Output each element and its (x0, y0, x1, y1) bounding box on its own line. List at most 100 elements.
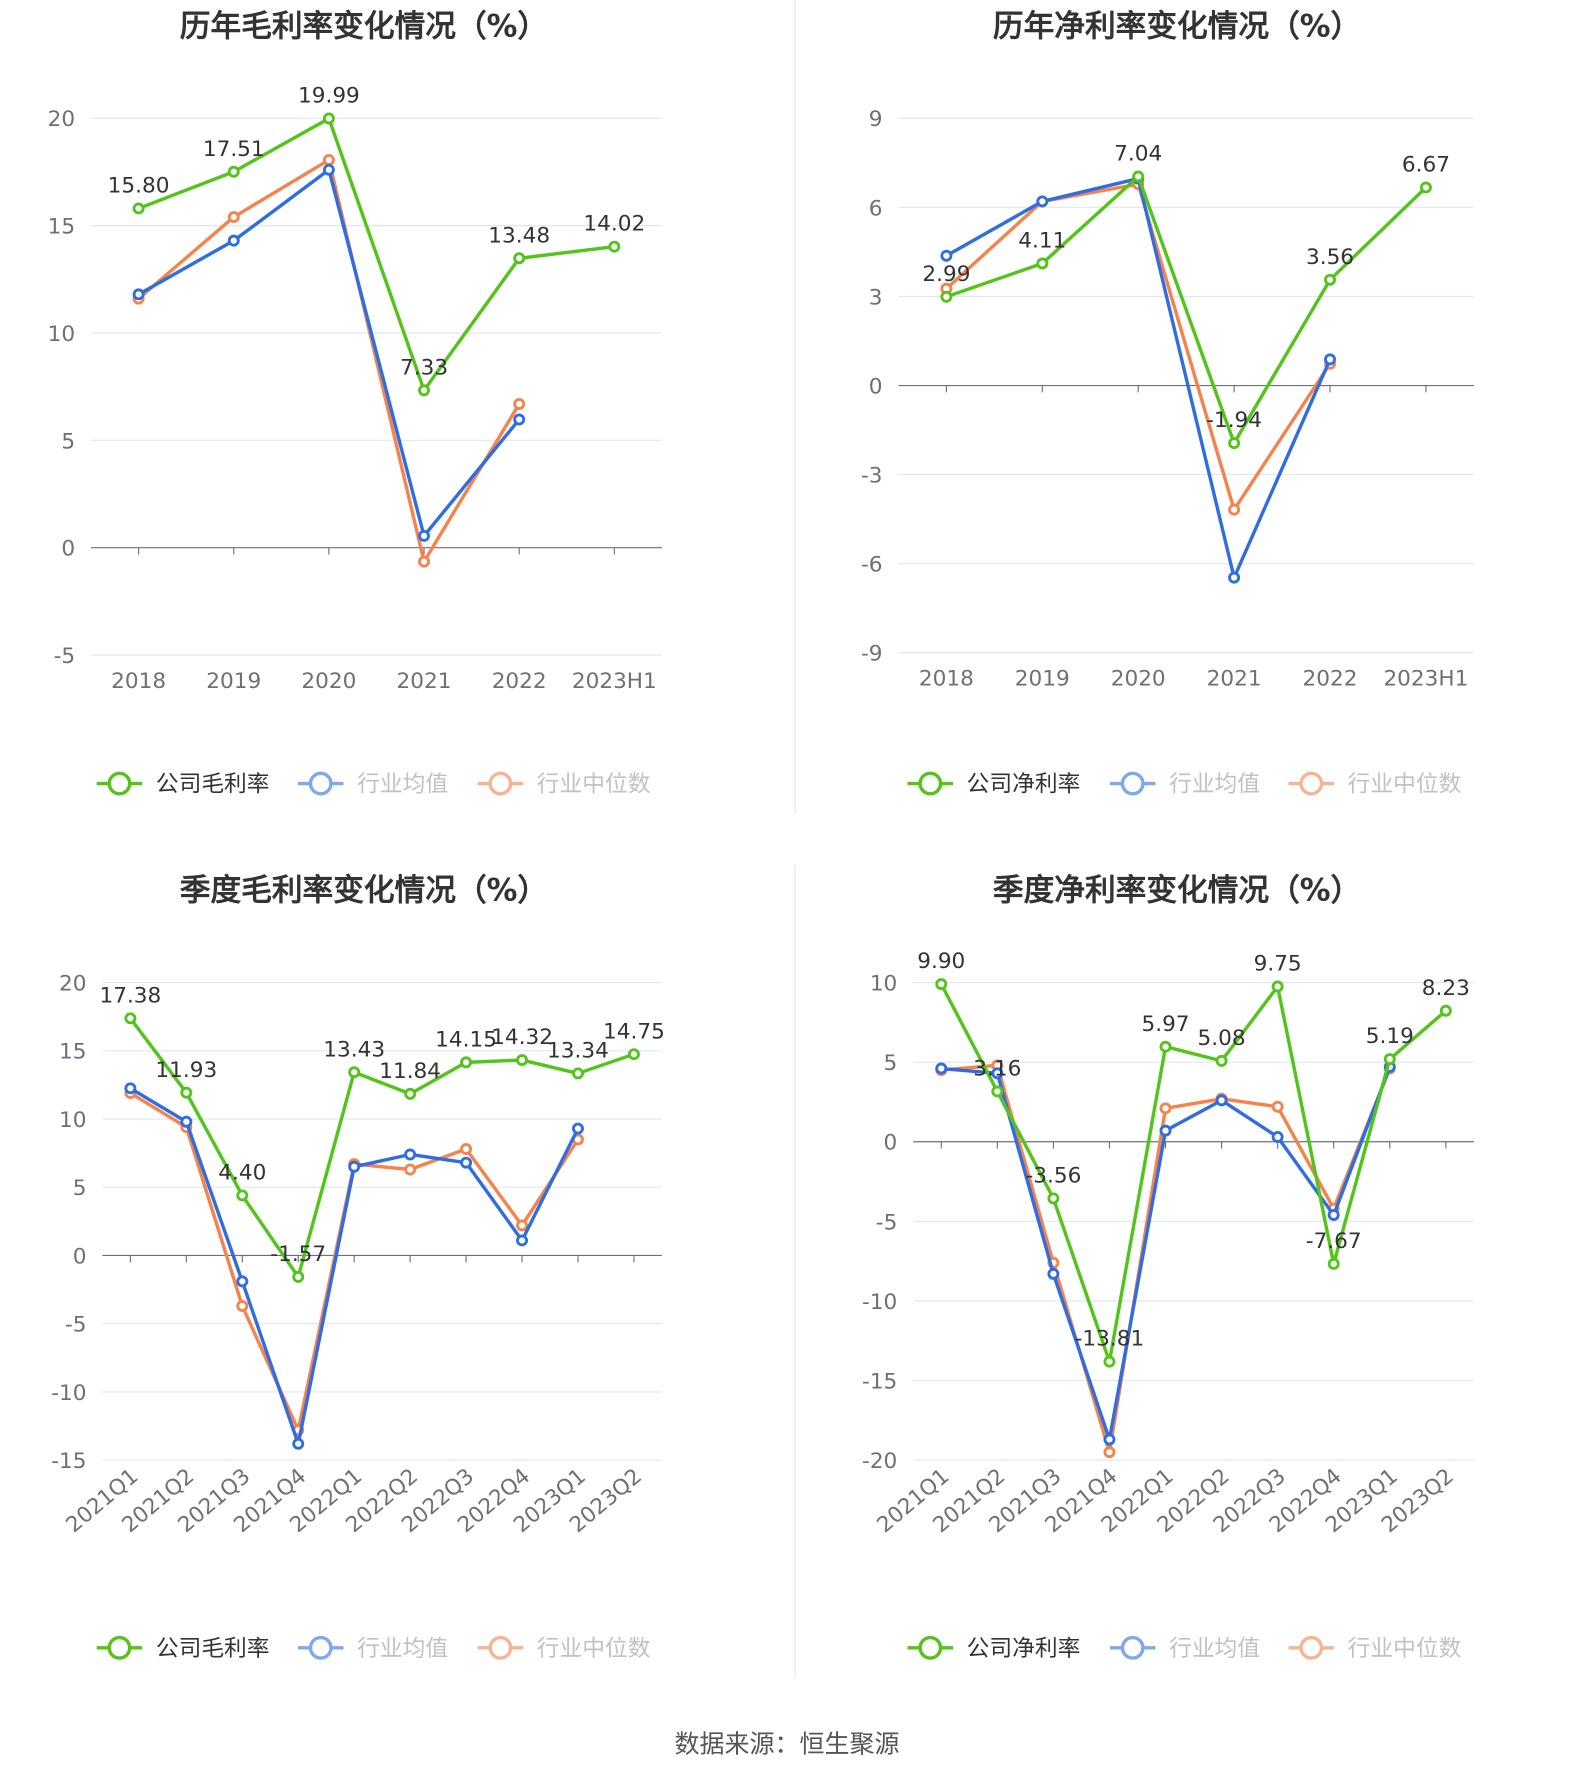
legend-label: 公司净利率 (967, 1636, 1081, 1662)
legend-item-company[interactable]: 公司净利率 (907, 771, 1081, 797)
data-point-company (227, 165, 240, 178)
legend-item-median[interactable]: 行业中位数 (1288, 1636, 1462, 1662)
legend-item-avg[interactable]: 行业均值 (298, 771, 448, 797)
y-tick-label: -10 (51, 1381, 86, 1406)
data-point-median (1159, 1102, 1172, 1115)
data-point-avg (516, 1234, 529, 1247)
chart-title: 季度毛利率变化情况（%） (180, 873, 548, 909)
data-point-avg (572, 1122, 584, 1135)
data-point-company (1159, 1040, 1172, 1053)
legend-item-median[interactable]: 行业中位数 (1288, 771, 1462, 797)
data-point-avg (227, 234, 240, 247)
legend-item-median[interactable]: 行业中位数 (477, 1636, 651, 1662)
data-point-avg (1036, 195, 1049, 208)
data-point-avg (418, 529, 431, 542)
data-point-company (1103, 1355, 1116, 1368)
legend-circle-icon (308, 1635, 333, 1660)
y-tick-label: 5 (884, 1051, 898, 1076)
data-label: 17.38 (99, 983, 161, 1008)
data-point-avg (1228, 571, 1241, 584)
x-tick-label: 2019 (1015, 667, 1070, 692)
y-tick-label: 15 (59, 1040, 86, 1065)
data-point-company (236, 1189, 249, 1202)
y-tick-label: -5 (65, 1313, 87, 1338)
data-point-avg (132, 288, 145, 301)
y-tick-label: 0 (869, 374, 883, 399)
data-point-company (991, 1085, 1004, 1098)
data-point-median (418, 555, 431, 568)
data-point-avg (1103, 1433, 1116, 1446)
data-point-company (1324, 273, 1336, 286)
legend-label: 行业均值 (357, 1636, 448, 1662)
legend-label: 行业中位数 (537, 1636, 651, 1662)
legend-item-avg[interactable]: 行业均值 (1109, 771, 1260, 797)
series-line-company (939, 983, 1447, 1364)
data-label: 8.23 (1422, 976, 1470, 1001)
legend-item-median[interactable]: 行业中位数 (477, 771, 651, 797)
data-point-company (627, 1048, 640, 1061)
series-line-median (945, 182, 1332, 512)
data-point-median (460, 1143, 473, 1156)
data-point-company (322, 112, 335, 125)
legend-circle-icon (107, 771, 132, 796)
data-point-company (460, 1056, 473, 1069)
x-tick-label: 2020 (1111, 667, 1166, 692)
y-tick-label: -3 (861, 464, 883, 489)
data-label: 14.75 (603, 1019, 665, 1044)
x-tick-label: 2021 (1207, 667, 1262, 692)
data-point-avg (1271, 1131, 1284, 1143)
data-label: 3.56 (1306, 245, 1354, 270)
legend-circle-icon (918, 1635, 943, 1660)
data-label: 14.15 (435, 1027, 497, 1052)
series-line-company (129, 1017, 635, 1279)
data-point-avg (180, 1115, 193, 1128)
data-label: 3.16 (973, 1057, 1021, 1082)
data-point-company (180, 1086, 193, 1099)
data-point-company (348, 1066, 361, 1079)
data-point-avg (1159, 1124, 1172, 1137)
data-point-median (516, 1219, 529, 1232)
y-tick-label: -9 (861, 642, 883, 667)
legend-item-avg[interactable]: 行业均值 (298, 1636, 448, 1662)
data-label: -1.57 (270, 1242, 326, 1267)
data-point-median (227, 211, 240, 224)
data-label: 13.43 (323, 1037, 385, 1062)
data-point-avg (1324, 353, 1336, 366)
data-point-company (418, 384, 431, 397)
data-point-company (572, 1067, 584, 1080)
data-point-avg (404, 1148, 417, 1161)
data-point-avg (236, 1275, 249, 1288)
legend-item-company[interactable]: 公司毛利率 (96, 1636, 270, 1662)
y-tick-label: -15 (51, 1449, 86, 1474)
data-label: 7.04 (1114, 142, 1162, 167)
y-tick-label: 20 (59, 972, 86, 997)
data-label: 13.48 (488, 223, 550, 248)
data-label: 14.02 (583, 212, 645, 237)
y-tick-label: 3 (869, 285, 883, 310)
data-label: 11.93 (155, 1058, 217, 1083)
data-point-company (1215, 1054, 1228, 1067)
data-point-median (404, 1163, 417, 1176)
data-label: 11.84 (379, 1059, 441, 1084)
data-point-company (940, 290, 953, 303)
data-label: 9.90 (917, 949, 965, 974)
data-label: 5.19 (1366, 1024, 1414, 1049)
data-point-avg (991, 1067, 1004, 1080)
chart-title: 历年毛利率变化情况（%） (180, 8, 548, 44)
data-point-avg (1047, 1267, 1060, 1280)
chart-4: 季度净利率变化情况（%）-20-15-10-505102021Q12021Q22… (862, 873, 1474, 1662)
chart-1: 历年毛利率变化情况（%） -5 0 5 10 15 20 2018 2019 2020 2021 20… (48, 8, 662, 797)
legend-label: 行业中位数 (537, 771, 651, 797)
data-label: 15.80 (108, 174, 170, 199)
y-tick-label: 10 (48, 322, 75, 347)
chart-title: 季度净利率变化情况（%） (993, 873, 1361, 909)
data-point-company (1439, 1004, 1452, 1017)
legend-label: 行业均值 (1169, 1636, 1260, 1662)
data-point-company (1271, 980, 1284, 993)
legend-label: 行业中位数 (1348, 771, 1462, 797)
legend-item-company[interactable]: 公司净利率 (907, 1635, 1081, 1662)
legend-label: 公司净利率 (967, 771, 1081, 797)
legend-item-avg[interactable]: 行业均值 (1109, 1636, 1260, 1662)
legend-item-company[interactable]: 公司毛利率 (96, 771, 270, 797)
